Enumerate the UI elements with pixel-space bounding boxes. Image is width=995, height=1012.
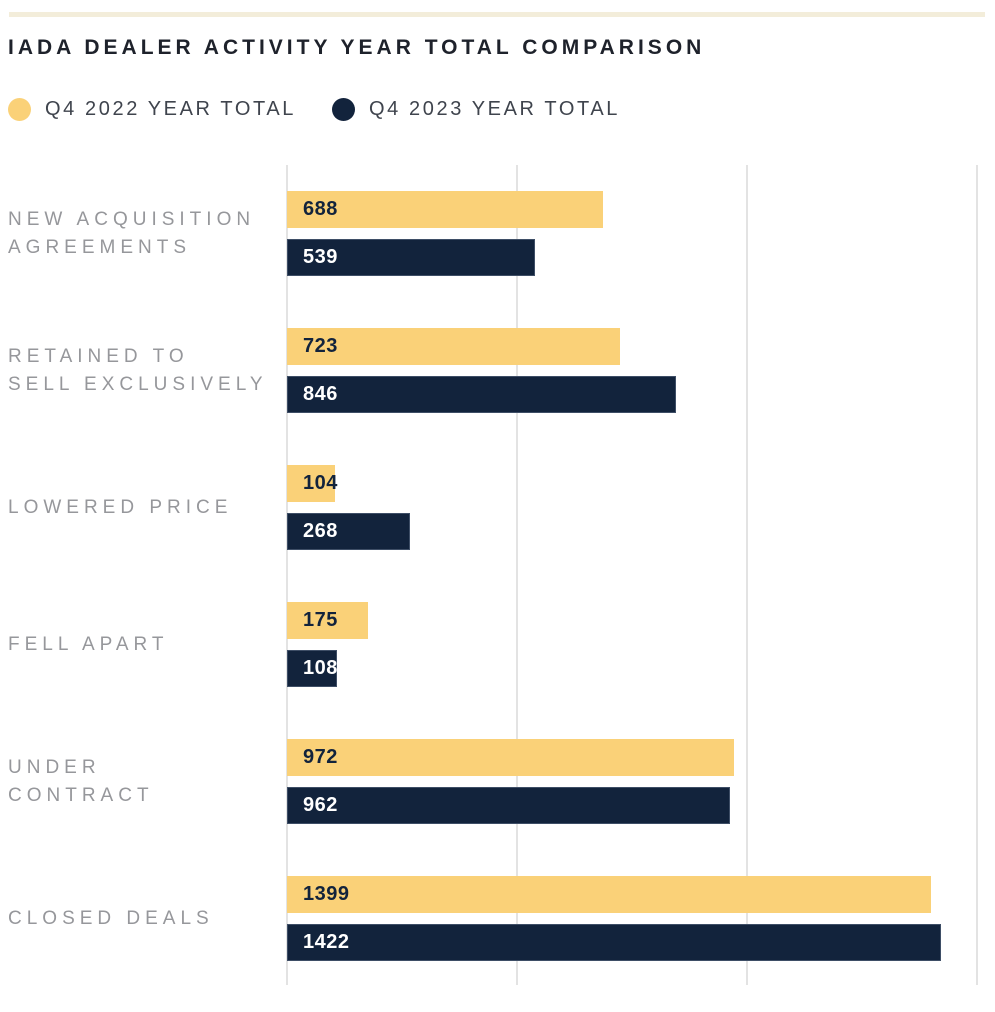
bar-q4-2022: 688 <box>287 191 603 228</box>
gridline <box>516 165 518 985</box>
bar-pair: 688 539 <box>287 191 995 276</box>
bar-pair: 972 962 <box>287 739 995 824</box>
category-row: LOWERED PRICE 104 268 <box>0 465 995 550</box>
bar-value-label: 1422 <box>303 931 350 953</box>
category-label: CLOSED DEALS <box>8 907 214 929</box>
bar-q4-2023: 1422 <box>287 924 941 961</box>
bar-pair: 104 268 <box>287 465 995 550</box>
bar-value-label: 1399 <box>303 883 350 905</box>
category-label: FELL APART <box>8 633 169 655</box>
bar-q4-2022: 972 <box>287 739 734 776</box>
bar-q4-2023: 846 <box>287 376 676 413</box>
category-groups: NEW ACQUISITION AGREEMENTS 688 539 RETAINED… <box>0 191 995 961</box>
plot-area <box>286 165 995 985</box>
bar-value-label: 108 <box>303 657 338 679</box>
bar-value-label: 846 <box>303 383 338 405</box>
category-row: NEW ACQUISITION AGREEMENTS 688 539 <box>0 191 995 276</box>
legend-label: Q4 2023 YEAR TOTAL <box>369 98 620 120</box>
bar-q4-2022: 175 <box>287 602 368 639</box>
legend: Q4 2022 YEAR TOTAL Q4 2023 YEAR TOTAL <box>8 98 620 121</box>
category-row: CLOSED DEALS 1399 1422 <box>0 876 995 961</box>
bar-q4-2023: 539 <box>287 239 535 276</box>
category-label: UNDER CONTRACT <box>8 756 154 806</box>
legend-item-q4-2023: Q4 2023 YEAR TOTAL <box>332 98 620 121</box>
chart-title: IADA DEALER ACTIVITY YEAR TOTAL COMPARIS… <box>8 36 706 59</box>
category-label: RETAINED TO SELL EXCLUSIVELY <box>8 345 268 395</box>
bar-value-label: 962 <box>303 794 338 816</box>
category-row: UNDER CONTRACT 972 962 <box>0 739 995 824</box>
bar-pair: 1399 1422 <box>287 876 995 961</box>
bar-value-label: 104 <box>303 472 338 494</box>
bar-q4-2023: 108 <box>287 650 337 687</box>
bar-q4-2022: 104 <box>287 465 338 502</box>
legend-label: Q4 2022 YEAR TOTAL <box>45 98 296 120</box>
bar-q4-2023: 962 <box>287 787 730 824</box>
bar-value-label: 972 <box>303 746 338 768</box>
category-row: RETAINED TO SELL EXCLUSIVELY 723 846 <box>0 328 995 413</box>
legend-swatch-icon <box>8 98 31 121</box>
gridline <box>286 165 288 985</box>
bar-q4-2022: 1399 <box>287 876 931 913</box>
bar-q4-2022: 723 <box>287 328 620 365</box>
category-label: LOWERED PRICE <box>8 496 233 518</box>
legend-item-q4-2022: Q4 2022 YEAR TOTAL <box>8 98 296 121</box>
bar-value-label: 539 <box>303 246 338 268</box>
bar-value-label: 688 <box>303 198 338 220</box>
bar-chart: NEW ACQUISITION AGREEMENTS 688 539 RETAINED… <box>0 165 995 985</box>
bar-pair: 723 846 <box>287 328 995 413</box>
bar-pair: 175 108 <box>287 602 995 687</box>
category-row: FELL APART 175 108 <box>0 602 995 687</box>
gridline <box>976 165 978 985</box>
top-accent-bar <box>9 12 985 17</box>
bar-value-label: 268 <box>303 520 338 542</box>
bar-value-label: 175 <box>303 609 338 631</box>
bar-value-label: 723 <box>303 335 338 357</box>
legend-swatch-icon <box>332 98 355 121</box>
bar-q4-2023: 268 <box>287 513 410 550</box>
gridline <box>746 165 748 985</box>
category-label: NEW ACQUISITION AGREEMENTS <box>8 208 256 258</box>
